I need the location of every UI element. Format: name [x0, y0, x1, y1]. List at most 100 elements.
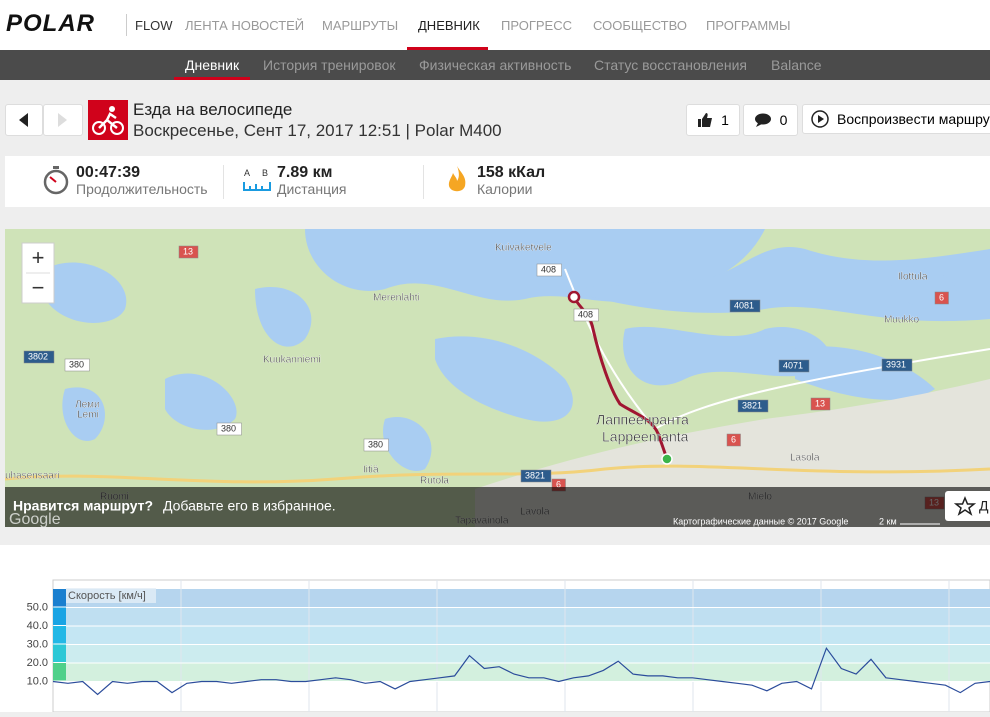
- legend-box: [66, 588, 156, 603]
- nav-item[interactable]: ЛЕНТА НОВОСТЕЙ: [185, 18, 305, 33]
- flame-icon: [448, 166, 466, 192]
- road-shield: [520, 469, 552, 483]
- zone-band: [66, 589, 990, 608]
- stat-value: 00:47:39: [76, 164, 141, 181]
- road-number: 6: [556, 479, 561, 489]
- subnav-item[interactable]: История тренировок: [263, 57, 396, 73]
- comment-count: 0: [779, 112, 788, 128]
- place-label: Kuukanniemi: [263, 355, 321, 366]
- road-number: 380: [69, 359, 84, 369]
- road-shield: [64, 358, 90, 372]
- zone-swatch: [53, 663, 66, 681]
- arrow-right: [58, 113, 67, 127]
- place-label: Muukko: [884, 315, 919, 326]
- favorite-label: Д: [979, 498, 989, 514]
- like-count: 1: [721, 112, 729, 128]
- banner-text: Добавьте его в избранное.: [163, 498, 336, 514]
- place-label: Lemi: [77, 410, 99, 421]
- replay-button[interactable]: Воспроизвести маршрут: [802, 104, 990, 134]
- road-number: 13: [815, 398, 825, 408]
- zone-band: [66, 607, 990, 626]
- road-number: 380: [221, 423, 236, 433]
- sub-bar: [0, 50, 990, 80]
- stat-divider: [423, 165, 424, 199]
- subnav-item[interactable]: Статус восстановления: [594, 57, 747, 73]
- speed-line: [52, 646, 990, 696]
- road-number: 6: [731, 434, 736, 444]
- stat-label: Дистанция: [277, 181, 347, 197]
- subnav-item[interactable]: Физическая активность: [419, 57, 572, 73]
- road-number: 408: [541, 264, 556, 274]
- divider: [126, 14, 127, 36]
- product: FLOW: [135, 18, 173, 33]
- like-button[interactable]: 1: [686, 104, 740, 136]
- place-label: Kuivaketvele: [495, 243, 552, 254]
- map: Kuivaketvele Merenlahti Kuukanniemi Леми Lem…: [5, 229, 990, 527]
- subnav-item[interactable]: Balance: [771, 57, 822, 73]
- stopwatch-icon: [43, 166, 69, 195]
- nav-item[interactable]: ДНЕВНИК: [418, 18, 480, 33]
- place-label: Lasola: [790, 453, 820, 464]
- map-canvas: Kuivaketvele Merenlahti Kuukanniemi ЛемиLem…: [5, 229, 990, 527]
- stat-value: 7.89 км: [277, 164, 333, 181]
- nav-item[interactable]: СООБЩЕСТВО: [593, 18, 687, 33]
- sport-icon: [88, 100, 128, 140]
- nav-item[interactable]: МАРШРУТЫ: [322, 18, 399, 33]
- zone-band: [66, 663, 990, 682]
- session-title: Езда на велосипеде: [133, 100, 293, 119]
- road-shield: [737, 399, 769, 413]
- nav-item[interactable]: ПРОГРАММЫ: [706, 18, 791, 33]
- y-tick-label: 10.0: [27, 675, 48, 687]
- banner-bold: Нравится маршрут?: [13, 498, 153, 514]
- forward-button[interactable]: [43, 104, 83, 136]
- place-label: Ilottula: [898, 272, 928, 283]
- google-logo: Google: [9, 511, 61, 527]
- road-number: 3821: [742, 400, 762, 410]
- road-shield: [881, 358, 913, 372]
- road-shield: [363, 438, 389, 452]
- top-bar: POLAR FLOW: [0, 0, 990, 50]
- road-shield: [23, 350, 55, 364]
- place-label: Iitiä: [363, 465, 379, 476]
- zone-swatch: [53, 589, 66, 607]
- subnav-item[interactable]: Дневник: [185, 57, 240, 73]
- road-shield: [726, 433, 741, 447]
- nav-active-underline: [407, 47, 488, 50]
- road-shield: [536, 263, 562, 277]
- zone-swatch: [53, 626, 66, 644]
- favorite-button[interactable]: [945, 491, 990, 521]
- y-tick-label: 50.0: [27, 601, 48, 613]
- logo[interactable]: POLAR: [6, 10, 95, 37]
- road-shield: [178, 245, 199, 259]
- legend-label: Скорость [км/ч]: [68, 590, 146, 602]
- road-number: 3802: [28, 351, 48, 361]
- scale-label: 2 км: [879, 516, 897, 526]
- back-button[interactable]: [5, 104, 43, 136]
- road-shield: [934, 291, 949, 305]
- speed-chart: 10.0 20.0 30.0 40.0 50.0 Скорость [км/ч]: [27, 579, 990, 713]
- stats-strip: [5, 156, 990, 207]
- y-tick-label: 30.0: [27, 638, 48, 650]
- y-tick-label: 20.0: [27, 657, 48, 669]
- road-number: 3931: [886, 359, 906, 369]
- road-shield: [810, 397, 831, 411]
- place-label: Rutola: [420, 476, 449, 487]
- stat-label: Калории: [477, 181, 533, 197]
- zoom-out[interactable]: −: [32, 275, 45, 300]
- road-number: 408: [578, 309, 593, 319]
- icon-b: B: [262, 168, 268, 178]
- nav-item[interactable]: ПРОГРЕСС: [501, 18, 572, 33]
- stat-divider: [223, 165, 224, 199]
- icon-a: A: [244, 168, 250, 178]
- place-label: Леми: [75, 400, 100, 411]
- road-shield: [729, 299, 761, 313]
- session-subtitle: Воскресенье, Сент 17, 2017 12:51 | Polar…: [133, 121, 502, 140]
- road-shield: [216, 422, 242, 436]
- stat-label: Продолжительность: [76, 181, 208, 197]
- comment-button[interactable]: 0: [743, 104, 798, 136]
- zoom-in[interactable]: +: [32, 245, 45, 270]
- place-label: uhasensaari: [5, 471, 59, 482]
- subnav-active-underline: [174, 77, 250, 80]
